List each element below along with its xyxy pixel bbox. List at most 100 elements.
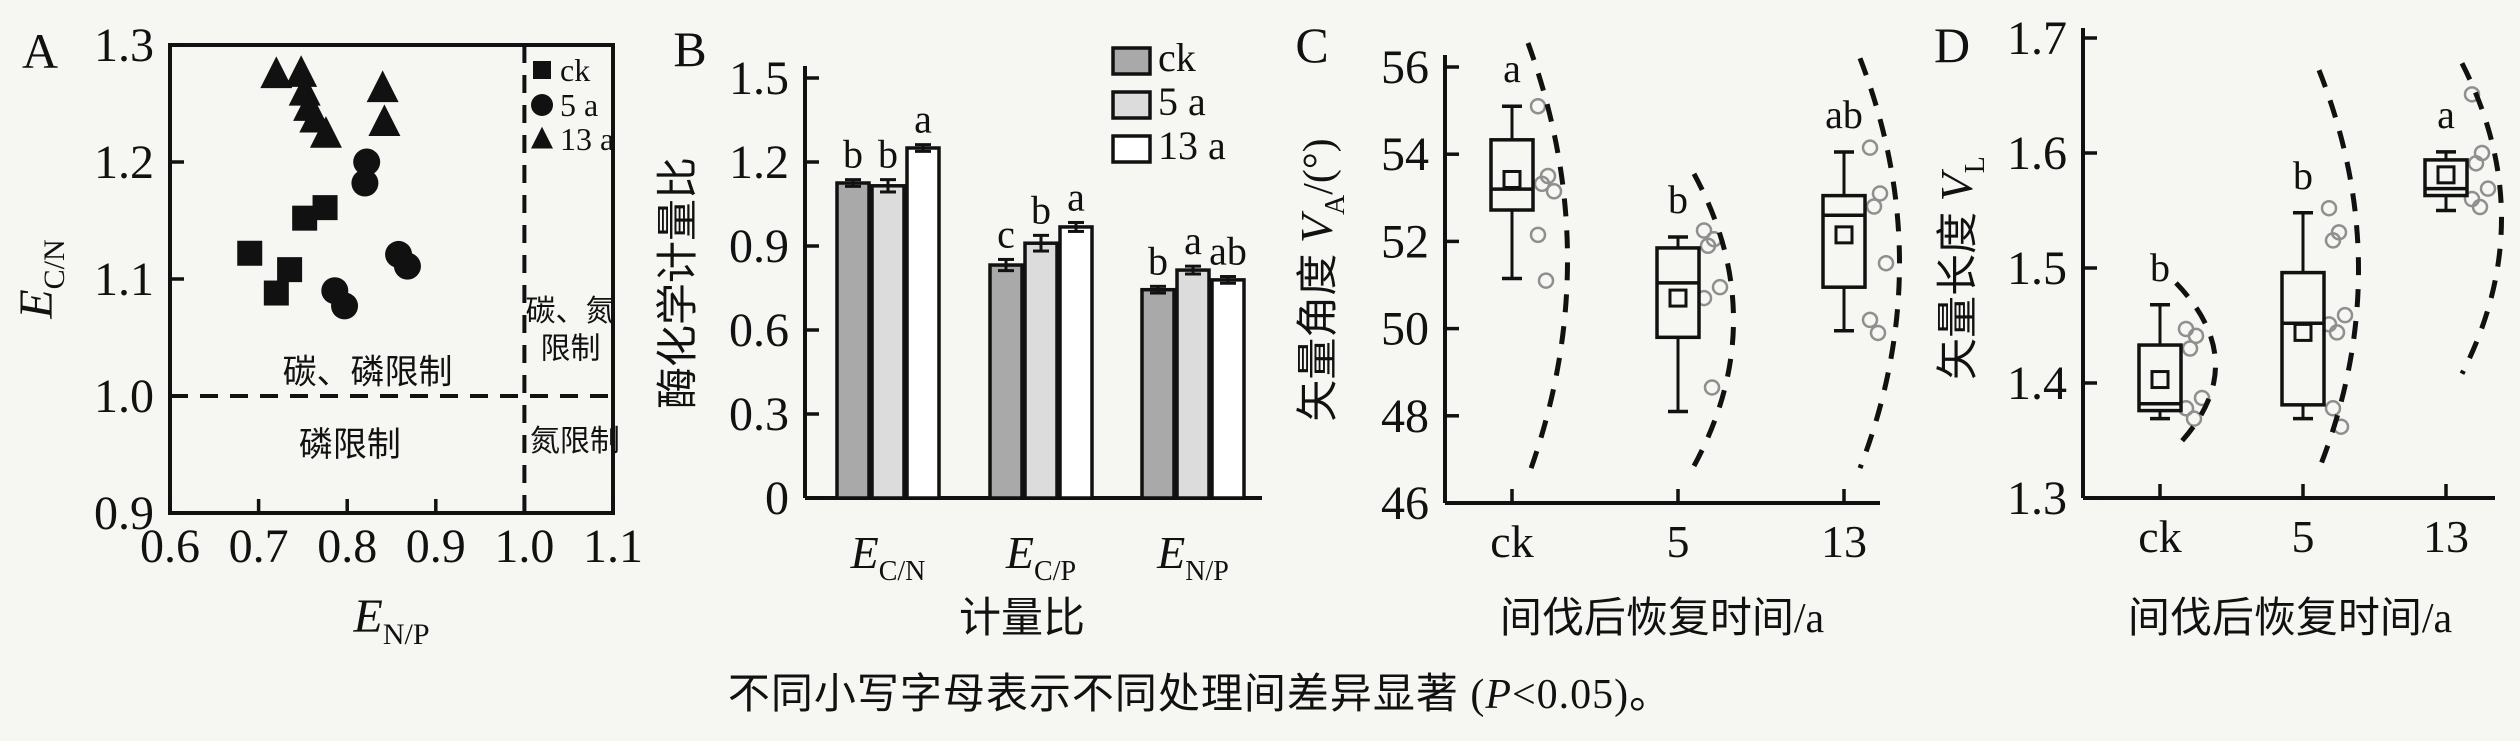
significance-letter: a	[1184, 218, 1202, 263]
panel-label-d: D	[1934, 17, 1970, 73]
significance-letter: ab	[1825, 92, 1863, 137]
y-axis-title-d: 矢量长度 VL	[1931, 156, 1991, 380]
y-tick-label: 0.9	[729, 220, 789, 273]
panel-label-a: A	[22, 23, 58, 79]
legend-label: 13 a	[560, 121, 614, 157]
significance-letter: a	[914, 97, 932, 142]
bar-13a-group3	[1210, 278, 1246, 500]
x-axis-title-a: EN/P	[352, 590, 429, 651]
jitter-point	[1537, 272, 1555, 289]
x-tick-label: 0.8	[317, 520, 377, 573]
label-part: N/P	[1185, 556, 1229, 587]
jitter-point	[1871, 185, 1889, 202]
x-category-label: 5	[2292, 511, 2315, 562]
scatter-point-5a	[351, 169, 379, 197]
y-tick-label: 1.4	[2007, 357, 2067, 410]
panel-label-c: C	[1295, 17, 1328, 73]
x-tick-label: 0.7	[229, 520, 289, 573]
legend-marker-ck	[533, 61, 551, 79]
x-category-label-b: EN/P	[1156, 527, 1229, 587]
scatter-point-13a	[285, 55, 318, 87]
mean-marker	[2150, 370, 2170, 390]
legend-swatch-13a	[1111, 134, 1152, 164]
jitter-point	[2479, 180, 2497, 197]
legend-swatch-5a	[1111, 90, 1152, 120]
scatter-point-13a	[309, 116, 342, 148]
label-part: C/P	[1034, 556, 1076, 587]
figure-caption: 不同小写字母表示不同处理间差异显著 (P<0.05)。	[540, 660, 1860, 721]
bar-13a-group2	[1058, 225, 1094, 500]
jitter-point	[2328, 324, 2346, 341]
y-tick-label: 0	[765, 472, 789, 525]
label-part: V	[1931, 168, 1982, 201]
jitter-point	[1695, 222, 1713, 239]
x-category-label: 5	[1667, 516, 1690, 567]
jitter-point	[1545, 183, 1563, 200]
x-axis-title-b: 计量比	[959, 596, 1085, 642]
significance-letter: b	[843, 132, 863, 177]
y-tick-label: 56	[1381, 41, 1429, 94]
mean-marker	[1668, 288, 1688, 308]
region-label: 碳、磷限制	[283, 353, 453, 391]
label-part: C/N	[38, 239, 71, 289]
bar-ck-group1	[835, 181, 871, 500]
bar-5a-group3	[1175, 268, 1211, 500]
jitter-point	[1529, 97, 1547, 115]
y-tick-label: 1.5	[2007, 242, 2067, 295]
legend-swatch-ck	[1111, 46, 1152, 76]
jitter-point	[2467, 155, 2485, 172]
legend-label: 5 a	[560, 87, 598, 123]
legend-label: ck	[1158, 35, 1196, 80]
scatter-point-ck	[277, 257, 303, 283]
significance-letter: ab	[1209, 229, 1247, 274]
y-tick-label: 1.0	[94, 370, 154, 423]
distribution-curve	[2174, 281, 2218, 450]
mean-marker	[1502, 169, 1522, 189]
bar-ck-group3	[1140, 287, 1176, 500]
distribution-curve	[1691, 172, 1736, 468]
x-tick-label: 0.9	[406, 520, 466, 573]
label-part: C/N	[879, 556, 926, 587]
legend-label: ck	[560, 52, 590, 88]
jitter-point	[1699, 237, 1717, 255]
jitter-point	[1861, 139, 1879, 156]
x-category-label-b: EC/P	[1005, 527, 1076, 587]
mean-marker	[2293, 322, 2313, 342]
significance-letter: b	[1031, 187, 1051, 232]
x-category-label: 13	[2423, 511, 2469, 562]
y-tick-label: 0.9	[94, 487, 154, 540]
label-part: 矢量长度	[1936, 201, 1982, 380]
scatter-point-ck	[263, 280, 289, 306]
y-tick-label: 50	[1381, 303, 1429, 356]
jitter-point	[1703, 379, 1721, 396]
label-part: L	[1960, 156, 1991, 173]
legend-label: 5 a	[1158, 79, 1206, 124]
scatter-point-13a	[366, 70, 399, 103]
bar-ck-group2	[988, 263, 1024, 500]
significance-letter: b	[878, 132, 898, 177]
label-part: E	[1156, 527, 1185, 578]
scatter-point-5a	[331, 292, 359, 320]
panel-label-b: B	[673, 21, 706, 77]
label-part: A	[1320, 194, 1351, 215]
x-tick-label: 1.0	[494, 520, 554, 573]
y-tick-label: 1.2	[94, 136, 154, 189]
label-part: N/P	[383, 618, 430, 651]
y-tick-label: 0.3	[729, 388, 789, 441]
y-tick-label: 1.3	[94, 19, 154, 72]
y-tick-label: 48	[1381, 390, 1429, 443]
significance-letter: a	[1503, 46, 1521, 91]
box-5	[1655, 246, 1701, 340]
y-tick-label: 46	[1381, 477, 1429, 530]
y-tick-label: 1.5	[729, 52, 789, 105]
significance-letter: b	[1148, 238, 1168, 283]
distribution-curve	[2459, 62, 2504, 375]
label-part: E	[352, 590, 382, 643]
x-category-label-b: EC/N	[850, 527, 926, 587]
y-tick-label: 52	[1381, 215, 1429, 268]
jitter-point	[2471, 198, 2489, 216]
legend-label: 13 a	[1158, 123, 1226, 168]
x-category-label: ck	[1490, 516, 1533, 567]
